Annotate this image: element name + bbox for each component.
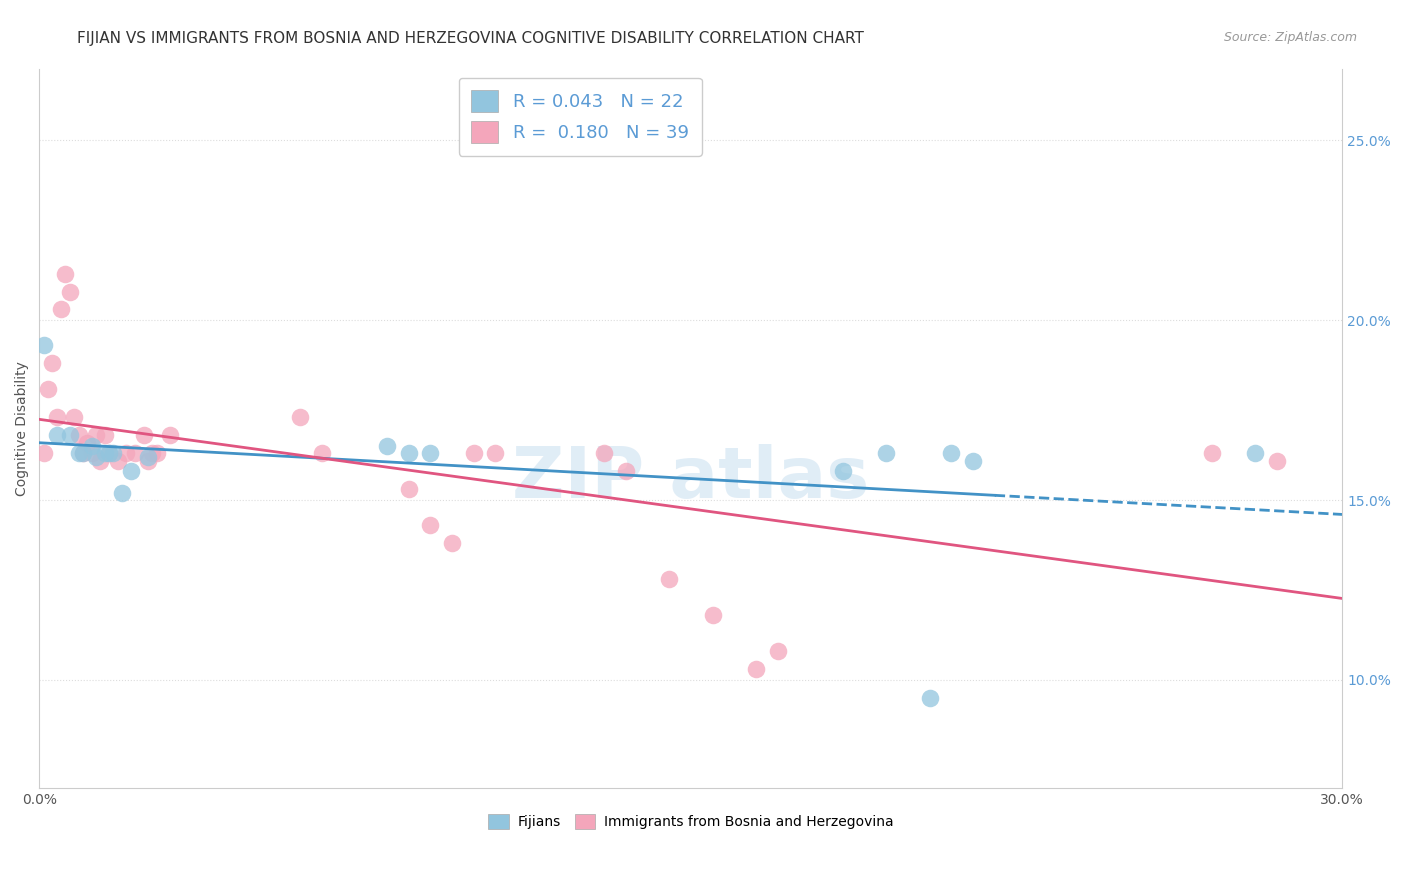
Point xyxy=(32,338,55,352)
Text: Source: ZipAtlas.com: Source: ZipAtlas.com xyxy=(1223,31,1357,45)
Point xyxy=(702,608,724,623)
Point xyxy=(941,446,963,460)
Legend: Fijians, Immigrants from Bosnia and Herzegovina: Fijians, Immigrants from Bosnia and Herz… xyxy=(482,809,898,835)
Point xyxy=(375,439,398,453)
Point xyxy=(93,446,115,460)
Point xyxy=(32,446,55,460)
Point xyxy=(419,518,441,533)
Point xyxy=(484,446,506,460)
Y-axis label: Cognitive Disability: Cognitive Disability xyxy=(15,360,30,496)
Point xyxy=(41,356,63,370)
Point xyxy=(440,536,463,550)
Point xyxy=(136,450,159,464)
Point xyxy=(745,662,768,676)
Point xyxy=(918,690,941,705)
Point xyxy=(59,428,82,442)
Point xyxy=(49,302,72,317)
Point xyxy=(80,439,103,453)
Point xyxy=(1201,446,1223,460)
Point xyxy=(419,446,441,460)
Point xyxy=(97,446,120,460)
Point xyxy=(132,428,155,442)
Point xyxy=(831,464,853,478)
Point xyxy=(398,483,420,497)
Point xyxy=(766,644,789,658)
Point xyxy=(72,446,94,460)
Point xyxy=(89,453,111,467)
Point xyxy=(59,285,82,299)
Point xyxy=(111,486,134,500)
Point xyxy=(1265,453,1288,467)
Point xyxy=(63,410,86,425)
Point xyxy=(141,446,163,460)
Point xyxy=(67,446,90,460)
Point xyxy=(93,428,115,442)
Point xyxy=(76,435,98,450)
Point xyxy=(145,446,167,460)
Point xyxy=(311,446,333,460)
Point xyxy=(159,428,181,442)
Point xyxy=(115,446,138,460)
Point xyxy=(288,410,311,425)
Point xyxy=(120,464,142,478)
Point xyxy=(124,446,146,460)
Point xyxy=(962,453,984,467)
Point xyxy=(97,446,120,460)
Point xyxy=(463,446,485,460)
Point xyxy=(658,572,681,586)
Point xyxy=(37,382,59,396)
Text: ZIP atlas: ZIP atlas xyxy=(512,444,869,513)
Point xyxy=(103,446,125,460)
Point xyxy=(72,446,94,460)
Point xyxy=(55,267,77,281)
Point xyxy=(614,464,637,478)
Point xyxy=(107,453,129,467)
Point xyxy=(84,428,107,442)
Point xyxy=(45,428,67,442)
Point xyxy=(136,453,159,467)
Point xyxy=(875,446,897,460)
Point xyxy=(593,446,616,460)
Text: FIJIAN VS IMMIGRANTS FROM BOSNIA AND HERZEGOVINA COGNITIVE DISABILITY CORRELATIO: FIJIAN VS IMMIGRANTS FROM BOSNIA AND HER… xyxy=(77,31,865,46)
Point xyxy=(398,446,420,460)
Point xyxy=(80,446,103,460)
Point xyxy=(84,450,107,464)
Point xyxy=(1244,446,1267,460)
Point xyxy=(45,410,67,425)
Point xyxy=(67,428,90,442)
